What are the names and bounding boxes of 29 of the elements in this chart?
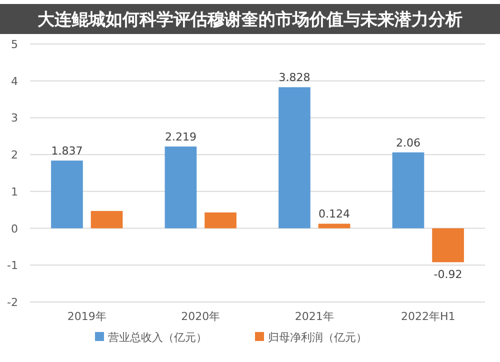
bar — [318, 224, 350, 228]
bar — [51, 160, 83, 228]
data-label: 3.828 — [278, 71, 310, 84]
bar — [164, 146, 197, 228]
legend-label: 营业总收入（亿元） — [108, 331, 207, 344]
legend-label: 归母净利润（亿元） — [268, 331, 367, 344]
y-tick-label: 3 — [11, 112, 18, 125]
x-tick-label: 2022年H1 — [400, 310, 456, 323]
x-tick-label: 2019年 — [67, 310, 106, 323]
y-tick-label: 0 — [11, 222, 18, 236]
y-tick-label: 5 — [11, 38, 18, 51]
y-tick-label: 2 — [11, 148, 18, 162]
chart-title: 大连鲲城如何科学评估穆谢奎的市场价值与未来潜力分析 — [38, 10, 462, 30]
x-tick-label: 2021年 — [294, 310, 334, 323]
y-tick-label: 4 — [11, 74, 18, 88]
bar — [392, 152, 424, 228]
bar — [432, 228, 464, 262]
data-label: 2.219 — [164, 130, 196, 144]
bar — [204, 212, 236, 228]
bar — [90, 210, 123, 228]
data-label: 1.837 — [51, 144, 83, 158]
y-tick-label: -2 — [7, 296, 18, 309]
data-label: 0.124 — [318, 208, 350, 221]
bar — [278, 87, 310, 228]
y-tick-label: 1 — [11, 185, 18, 198]
x-tick-label: 2020年 — [181, 310, 220, 323]
data-label: 2.06 — [396, 136, 420, 150]
data-label: -0.92 — [434, 268, 462, 282]
y-tick-label: -1 — [7, 259, 18, 272]
